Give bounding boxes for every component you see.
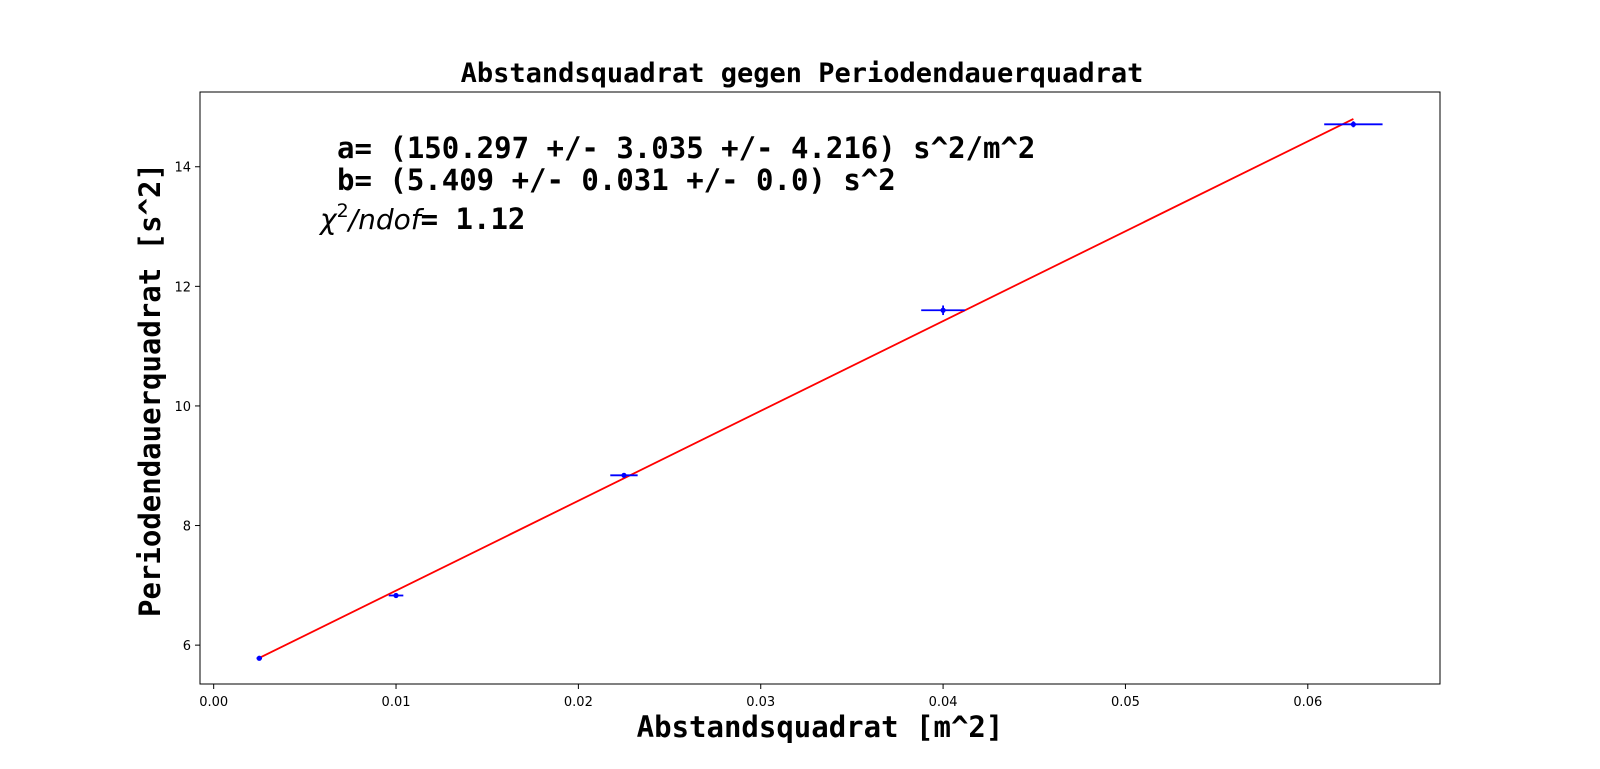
annotation-chi: χ2/ndof= 1.12 xyxy=(318,200,525,236)
annotation-b: b= (5.409 +/- 0.031 +/- 0.0) s^2 xyxy=(337,163,896,197)
data-point xyxy=(388,592,404,599)
chart-title: Abstandsquadrat gegen Periodendauerquadr… xyxy=(461,58,1144,89)
y-tick-label: 12 xyxy=(174,280,191,295)
x-tick-label: 0.03 xyxy=(746,695,775,710)
data-point xyxy=(610,472,638,478)
chi-symbol: χ xyxy=(318,203,338,236)
point-marker xyxy=(940,307,946,313)
fit-line-group xyxy=(258,118,1354,659)
x-tick-label: 0.06 xyxy=(1293,695,1322,710)
y-tick-label: 8 xyxy=(183,520,191,535)
chi-exponent: 2 xyxy=(337,200,349,222)
point-marker xyxy=(256,655,262,661)
x-tick-label: 0.05 xyxy=(1111,695,1140,710)
annotation-a: a= (150.297 +/- 3.035 +/- 4.216) s^2/m^2 xyxy=(337,131,1035,165)
y-tick-label: 14 xyxy=(174,161,191,176)
data-points-group xyxy=(256,121,1383,661)
fit-line xyxy=(258,118,1354,659)
y-tick-label: 6 xyxy=(183,639,191,654)
point-marker xyxy=(621,472,627,478)
point-marker xyxy=(1350,121,1356,127)
chi-denominator: /ndof xyxy=(346,203,425,236)
y-axis-ticks: 6 8 10 12 14 xyxy=(174,161,200,654)
x-tick-label: 0.00 xyxy=(199,695,228,710)
x-tick-label: 0.02 xyxy=(564,695,593,710)
x-tick-label: 0.04 xyxy=(929,695,958,710)
y-tick-label: 10 xyxy=(174,400,191,415)
data-point xyxy=(256,655,262,661)
y-axis-label: Periodendauerquadrat [s^2] xyxy=(133,163,167,617)
point-marker xyxy=(393,592,399,599)
x-tick-label: 0.01 xyxy=(382,695,411,710)
chi-value: = 1.12 xyxy=(421,202,526,236)
data-point xyxy=(1324,121,1383,128)
x-axis-label: Abstandsquadrat [m^2] xyxy=(637,710,1004,744)
x-axis-ticks: 0.00 0.01 0.02 0.03 0.04 0.05 0.06 xyxy=(199,684,1322,710)
data-point xyxy=(921,305,965,316)
